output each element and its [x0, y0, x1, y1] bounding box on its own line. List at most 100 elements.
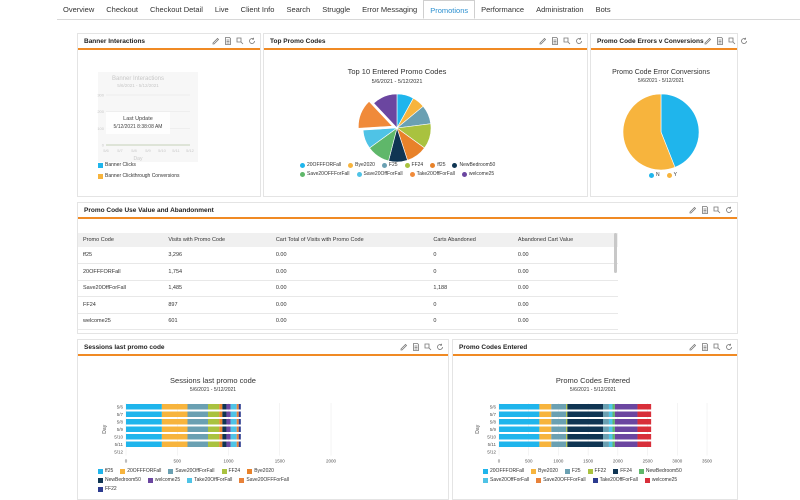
- column-header[interactable]: Carts Abandoned: [428, 233, 513, 247]
- bar-segment-take20offforfall[interactable]: [230, 441, 237, 448]
- legend-item[interactable]: ff25: [98, 468, 113, 474]
- bar-segment-bye2020[interactable]: [219, 404, 223, 410]
- bar-segment-ff25[interactable]: [499, 434, 540, 440]
- edit-icon[interactable]: [400, 343, 408, 351]
- bar-segment-newbedroom50[interactable]: [567, 434, 603, 440]
- legend-item[interactable]: welcome25: [147, 477, 180, 483]
- bar-segment-ff25[interactable]: [126, 419, 162, 425]
- bar-segment-welcome25[interactable]: [614, 434, 638, 440]
- bar-segment-ff22[interactable]: [566, 411, 568, 418]
- bar-segment-newbedroom50[interactable]: [222, 434, 227, 440]
- bar-segment-welcome25[interactable]: [226, 426, 231, 433]
- bar-segment-ff25[interactable]: [499, 426, 540, 433]
- bar-segment-bye2020[interactable]: [539, 434, 552, 440]
- bar-segment-ff22[interactable]: [238, 434, 241, 440]
- bar-segment-bye2020_bar[interactable]: [637, 434, 652, 440]
- pie-slice-save20offforfall[interactable]: [362, 127, 399, 149]
- bar-segment-ff25[interactable]: [126, 426, 162, 433]
- tab-administration[interactable]: Administration: [536, 5, 584, 14]
- column-header[interactable]: Cart Total of Visits with Promo Code: [270, 233, 429, 247]
- bar-segment-ff25[interactable]: [126, 434, 162, 440]
- bar-segment-bye2020[interactable]: [539, 441, 552, 448]
- bar-segment-save20offforfall[interactable]: [187, 434, 209, 440]
- bar-segment-ff22[interactable]: [566, 441, 568, 448]
- column-header[interactable]: Abandoned Cart Value: [512, 233, 618, 247]
- refresh-icon[interactable]: [725, 343, 733, 351]
- bar-segment-welcome25[interactable]: [614, 426, 638, 433]
- bar-segment-bye2020[interactable]: [219, 411, 223, 418]
- bar-segment-save20offforfall[interactable]: [603, 426, 609, 433]
- bar-segment-bye2020[interactable]: [219, 434, 223, 440]
- tab-error-messaging[interactable]: Error Messaging: [362, 5, 418, 14]
- bar-segment-welcome25[interactable]: [614, 419, 638, 425]
- export-icon[interactable]: [412, 343, 420, 351]
- export-icon[interactable]: [701, 343, 709, 351]
- legend-item[interactable]: FF24: [404, 162, 423, 168]
- bar-segment-save20offforfall[interactable]: [236, 411, 239, 418]
- bar-segment-bye2020_bar[interactable]: [637, 441, 652, 448]
- bar-segment-save20offforfall[interactable]: [187, 404, 209, 410]
- legend-item[interactable]: Bye2020: [531, 468, 558, 474]
- bar-segment-newbedroom50[interactable]: [222, 411, 227, 418]
- bar-segment-bye2020[interactable]: [539, 419, 552, 425]
- export-icon[interactable]: [224, 37, 232, 45]
- bar-segment-welcome25[interactable]: [226, 411, 231, 418]
- tab-promotions[interactable]: Promotions: [423, 0, 476, 19]
- bar-segment-take20offforfall[interactable]: [608, 419, 613, 425]
- legend-item[interactable]: Save20OffForFall: [483, 477, 529, 483]
- legend-item[interactable]: FF24: [221, 468, 240, 474]
- tab-overview[interactable]: Overview: [63, 5, 95, 14]
- bar-segment-ff25[interactable]: [126, 404, 162, 410]
- bar-segment-welcome25[interactable]: [614, 404, 638, 410]
- bar-segment-bye2020_bar[interactable]: [637, 419, 652, 425]
- bar-segment-20offforfall[interactable]: [161, 419, 188, 425]
- bar-segment-newbedroom50[interactable]: [567, 441, 603, 448]
- legend-item[interactable]: FF24: [613, 468, 632, 474]
- legend-item[interactable]: N: [649, 172, 660, 178]
- bar-segment-bye2020[interactable]: [539, 426, 552, 433]
- bar-segment-save20offforfall[interactable]: [612, 434, 615, 440]
- edit-icon[interactable]: [689, 343, 697, 351]
- refresh-icon[interactable]: [248, 37, 256, 45]
- tab-search[interactable]: Search: [286, 5, 311, 14]
- bar-segment-save20offforfall[interactable]: [236, 419, 239, 425]
- bar-segment-newbedroom50[interactable]: [567, 426, 603, 433]
- table-scrollbar[interactable]: [614, 233, 617, 273]
- legend-item[interactable]: NewBedroom50: [638, 468, 682, 474]
- bar-segment-newbedroom50[interactable]: [222, 419, 227, 425]
- tab-bots[interactable]: Bots: [595, 5, 611, 14]
- bar-segment-ff22[interactable]: [566, 404, 568, 410]
- legend-item[interactable]: Save20OFFForFall: [239, 477, 289, 483]
- tab-checkout-detail[interactable]: Checkout Detail: [149, 5, 203, 14]
- legend-item[interactable]: Bye2020: [247, 468, 274, 474]
- bar-segment-bye2020_bar[interactable]: [637, 426, 652, 433]
- bar-segment-ff25[interactable]: [126, 411, 162, 418]
- tab-performance[interactable]: Performance: [481, 5, 525, 14]
- bar-segment-welcome25[interactable]: [226, 434, 231, 440]
- pie-slice-welcome25[interactable]: [373, 93, 398, 129]
- refresh-icon[interactable]: [575, 37, 583, 45]
- bar-segment-take20offforfall[interactable]: [608, 434, 613, 440]
- bar-segment-save20offforfall[interactable]: [236, 404, 239, 410]
- inspect-icon[interactable]: [236, 37, 244, 45]
- bar-segment-newbedroom50[interactable]: [567, 404, 603, 410]
- bar-segment-save20offforfall[interactable]: [187, 441, 209, 448]
- bar-segment-20offforfall[interactable]: [161, 426, 188, 433]
- inspect-icon[interactable]: [424, 343, 432, 351]
- bar-segment-save20offforfall[interactable]: [612, 411, 615, 418]
- legend-item[interactable]: welcome25: [644, 477, 677, 483]
- tab-struggle[interactable]: Struggle: [322, 5, 351, 14]
- legend-item[interactable]: Save20OFFForFall: [300, 171, 350, 177]
- bar-segment-take20offforfall[interactable]: [230, 426, 237, 433]
- legend-item[interactable]: 20OFFFORFall: [483, 468, 524, 474]
- bar-segment-ff24[interactable]: [208, 419, 220, 425]
- pie-slice-y[interactable]: [622, 93, 676, 171]
- bar-segment-save20offforfall[interactable]: [187, 411, 209, 418]
- bar-segment-take20offforfall[interactable]: [230, 404, 237, 410]
- bar-segment-bye2020[interactable]: [219, 419, 223, 425]
- bar-segment-f25[interactable]: [551, 441, 567, 448]
- bar-segment-ff22[interactable]: [238, 426, 241, 433]
- bar-segment-take20offforfall[interactable]: [608, 411, 613, 418]
- bar-segment-20offforfall[interactable]: [161, 434, 188, 440]
- bar-segment-welcome25[interactable]: [614, 441, 638, 448]
